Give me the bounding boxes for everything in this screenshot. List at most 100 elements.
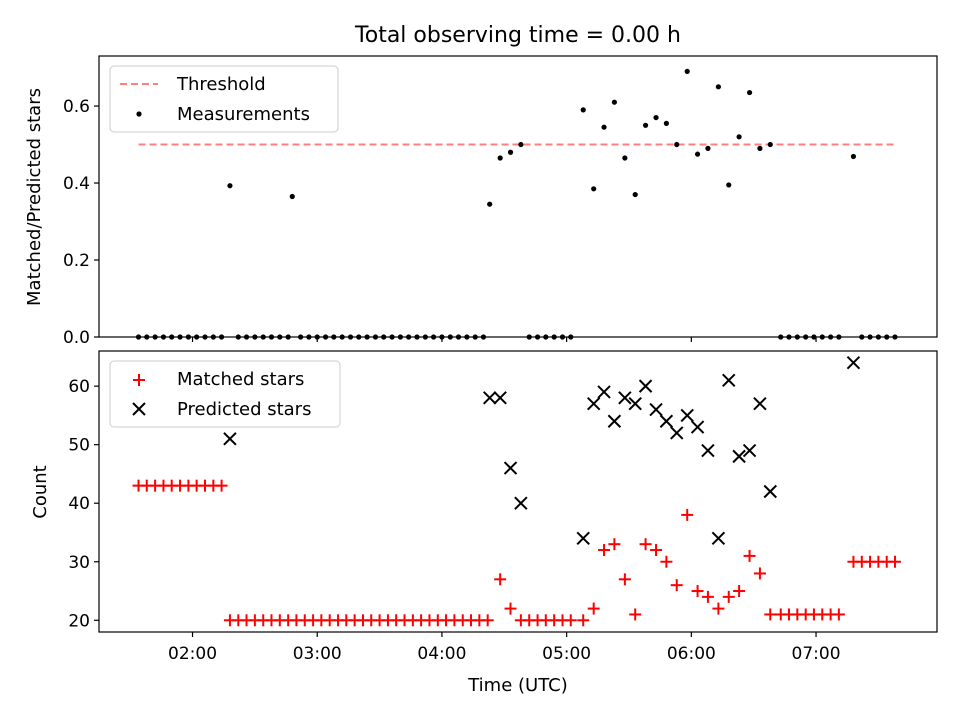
predicted-star-point [711,531,726,546]
matched-star-point [701,590,714,603]
measurement-point [767,141,773,148]
bottom-legend: Matched stars Predicted stars [109,360,341,428]
matched-star-point [660,555,673,568]
measurement-point [497,155,503,161]
y-tick-label: 60 [68,377,90,397]
matched-star-point [504,602,517,615]
matched-star-point [608,538,621,551]
bottom-panel: 20 30 40 50 60 02:00 03:00 04:00 05:00 06:00 07:0… [30,350,938,696]
matched-star-point [691,585,704,598]
top-x-ticks [191,337,817,342]
matched-star-point [577,614,590,627]
matched-star-point [743,549,756,562]
measurement-point [601,124,607,130]
matched-star-point [494,573,507,586]
measurement-point [611,99,617,105]
top-legend: Threshold Measurements [109,65,339,133]
x-tick-label: 02:00 [168,644,217,664]
x-axis-label: Time (UTC) [467,675,568,696]
predicted-star-point [597,385,611,399]
predicted-star-point [628,396,642,411]
matched-star-point [650,544,663,557]
predicted-star-point [514,496,528,510]
predicted-star-point [753,396,767,411]
predicted-star-point [659,414,674,428]
matched-star-point [832,608,845,621]
matched-star-point [629,608,642,621]
predicted-star-point [586,396,601,411]
matched-star-point [670,579,683,592]
predicted-star-point [638,379,653,393]
predicted-star-point [223,432,237,446]
y-tick-label: 30 [68,553,90,573]
bottom-legend-box [109,360,341,428]
top-panel-frame [98,55,938,338]
measurement-point [642,122,649,128]
measurement-point [705,145,711,151]
top-legend-box [109,65,339,133]
bottom-y-axis-label: Count [30,465,51,518]
matched-stars-legend-icon [133,374,145,386]
measurement-point [757,145,763,151]
measurement-point [518,141,524,148]
measurement-point [850,153,857,160]
measurement-point [746,89,753,96]
matched-star-point [481,614,494,627]
y-tick-label: 40 [68,494,90,514]
matched-star-point [733,585,746,598]
measurement-point [736,134,742,140]
predicted-star-point [493,391,507,405]
predicted-star-point [701,443,715,458]
measurement-point [227,183,233,189]
bottom-panel-frame [98,350,938,633]
y-tick-label: 50 [68,436,90,456]
x-tick-label: 07:00 [792,644,841,664]
measurement-point [663,120,669,126]
y-tick-label: 20 [68,611,90,631]
top-y-ticks: 0.0 0.2 0.4 0.6 [63,97,99,348]
measurement-point [715,84,721,90]
predicted-star-point [482,391,497,405]
measurement-point [684,68,690,74]
predicted-star-point [680,408,694,423]
matched-star-point [764,608,777,621]
measurement-point [487,201,493,207]
matched-star-point [587,602,600,615]
bottom-y-ticks: 20 30 40 50 60 [68,377,99,631]
bottom-panel-marks [132,356,901,627]
matched-star-point [888,555,901,568]
measurement-point [580,107,586,113]
predicted-stars-legend-label: Predicted stars [177,399,311,420]
y-tick-label: 0.0 [63,328,90,348]
x-tick-label: 06:00 [667,644,716,664]
measurement-point [632,191,638,198]
matched-star-point [598,544,611,557]
top-panel: 0.0 0.2 0.4 0.6 Matched/Predicted stars Thr… [24,55,938,348]
figure-title: Total observing time = 0.00 h [354,23,681,48]
predicted-star-point [670,426,684,440]
predicted-star-point [618,391,632,405]
measurement-point [726,182,732,188]
predicted-star-point [690,420,705,434]
predicted-star-point [722,373,736,387]
predicted-star-point [649,402,663,417]
matched-star-point [564,614,577,627]
predicted-star-point [576,531,590,546]
matched-stars-legend-label: Matched stars [177,369,304,390]
predicted-star-point [763,484,777,499]
y-tick-label: 0.4 [63,174,90,194]
predicted-star-point [607,414,622,428]
measurement-point [289,193,295,200]
threshold-legend-label: Threshold [176,74,266,95]
y-tick-label: 0.6 [63,97,90,117]
matched-star-point [215,479,228,492]
top-y-axis-label: Matched/Predicted stars [24,88,45,306]
predicted-stars-legend-icon [132,402,146,416]
bottom-x-ticks: 02:00 03:00 04:00 05:00 06:00 07:00 [168,632,841,664]
x-tick-label: 03:00 [293,644,342,664]
measurement-point [674,141,680,148]
matched-star-point [681,508,694,521]
measurements-legend-label: Measurements [177,104,310,125]
matched-star-point [618,573,631,586]
